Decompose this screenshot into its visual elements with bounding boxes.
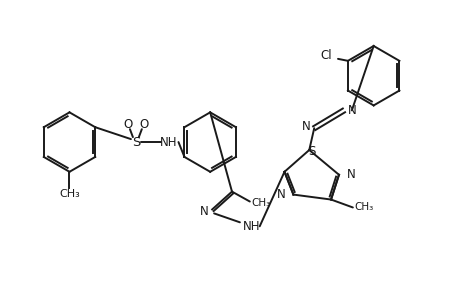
Text: N: N: [301, 120, 310, 133]
Text: N: N: [346, 168, 355, 181]
Text: O: O: [123, 118, 132, 131]
Text: Cl: Cl: [319, 50, 331, 62]
Text: S: S: [308, 145, 315, 158]
Text: N: N: [199, 205, 208, 218]
Text: CH₃: CH₃: [354, 202, 373, 212]
Text: S: S: [131, 136, 140, 148]
Text: O: O: [139, 118, 148, 131]
Text: NH: NH: [159, 136, 177, 148]
Text: N: N: [347, 104, 355, 117]
Text: CH₃: CH₃: [251, 197, 270, 208]
Text: NH: NH: [242, 220, 260, 233]
Text: CH₃: CH₃: [59, 189, 80, 199]
Text: N: N: [276, 188, 285, 201]
